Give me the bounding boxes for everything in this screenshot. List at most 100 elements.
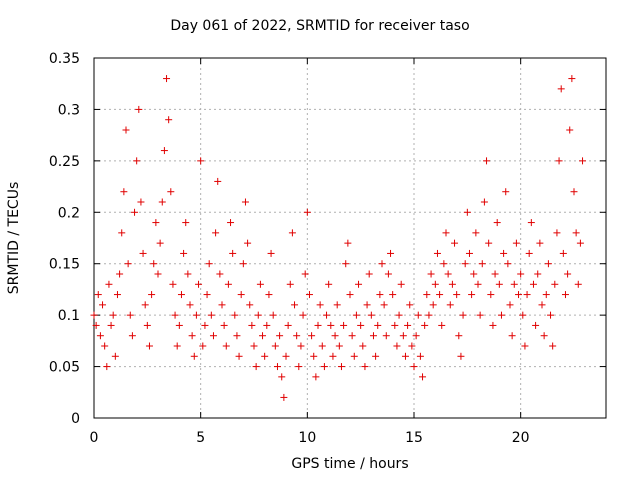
data-point bbox=[329, 352, 337, 360]
data-point bbox=[538, 301, 546, 309]
y-tick-label: 0.35 bbox=[49, 51, 80, 67]
data-point bbox=[348, 332, 356, 340]
data-point bbox=[568, 75, 576, 83]
data-point bbox=[105, 280, 113, 288]
y-tick-label: 0.15 bbox=[49, 257, 80, 273]
data-point bbox=[487, 291, 495, 299]
data-point bbox=[506, 301, 514, 309]
y-axis-label: SRMTID / TECUs bbox=[6, 181, 22, 295]
data-point bbox=[325, 280, 333, 288]
data-point bbox=[579, 157, 587, 165]
data-point bbox=[572, 229, 580, 237]
data-point bbox=[316, 301, 324, 309]
data-point bbox=[359, 342, 367, 350]
x-tick-label: 0 bbox=[90, 430, 99, 446]
data-point bbox=[461, 260, 469, 268]
data-point bbox=[365, 270, 373, 278]
data-point bbox=[280, 393, 288, 401]
data-point bbox=[451, 239, 459, 247]
data-point bbox=[148, 291, 156, 299]
data-point bbox=[544, 260, 552, 268]
data-point bbox=[235, 352, 243, 360]
data-point bbox=[438, 321, 446, 329]
data-point bbox=[382, 332, 390, 340]
y-tick-label: 0.25 bbox=[49, 154, 80, 170]
data-point bbox=[504, 260, 512, 268]
data-point bbox=[446, 301, 454, 309]
data-point bbox=[497, 311, 505, 319]
data-point bbox=[250, 342, 258, 350]
data-point bbox=[169, 280, 177, 288]
data-point bbox=[310, 352, 318, 360]
data-point bbox=[433, 249, 441, 257]
data-point bbox=[111, 352, 119, 360]
data-point bbox=[92, 321, 100, 329]
data-point bbox=[237, 291, 245, 299]
data-point bbox=[559, 249, 567, 257]
data-point bbox=[485, 239, 493, 247]
data-point bbox=[468, 291, 476, 299]
data-point bbox=[139, 249, 147, 257]
data-point bbox=[207, 311, 215, 319]
data-point bbox=[259, 332, 267, 340]
data-point bbox=[327, 321, 335, 329]
data-point bbox=[502, 188, 510, 196]
data-point bbox=[542, 291, 550, 299]
data-point bbox=[320, 363, 328, 371]
data-point bbox=[122, 126, 130, 134]
data-point bbox=[278, 373, 286, 381]
data-point bbox=[267, 249, 275, 257]
data-point bbox=[408, 342, 416, 350]
data-point bbox=[180, 249, 188, 257]
data-point bbox=[378, 260, 386, 268]
data-point bbox=[369, 332, 377, 340]
y-tick-label: 0.3 bbox=[58, 102, 80, 118]
data-point bbox=[553, 229, 561, 237]
x-tick-label: 10 bbox=[298, 430, 316, 446]
data-point bbox=[337, 363, 345, 371]
data-point bbox=[376, 291, 384, 299]
data-point bbox=[414, 311, 422, 319]
data-point bbox=[197, 157, 205, 165]
data-point bbox=[357, 321, 365, 329]
data-point bbox=[318, 342, 326, 350]
data-point bbox=[227, 219, 235, 227]
data-point bbox=[284, 321, 292, 329]
data-point bbox=[171, 311, 179, 319]
data-point bbox=[203, 291, 211, 299]
data-point bbox=[425, 311, 433, 319]
data-point bbox=[186, 301, 194, 309]
data-point bbox=[131, 208, 139, 216]
data-point bbox=[244, 239, 252, 247]
data-point bbox=[367, 311, 375, 319]
data-point bbox=[222, 342, 230, 350]
data-point bbox=[442, 229, 450, 237]
data-point bbox=[137, 198, 145, 206]
data-point bbox=[536, 239, 544, 247]
data-point bbox=[103, 363, 111, 371]
data-point bbox=[220, 321, 228, 329]
data-point bbox=[429, 301, 437, 309]
x-tick-label: 20 bbox=[512, 430, 530, 446]
data-point bbox=[421, 321, 429, 329]
data-point bbox=[107, 321, 115, 329]
data-point bbox=[177, 291, 185, 299]
data-point bbox=[239, 260, 247, 268]
data-point bbox=[491, 270, 499, 278]
data-point bbox=[478, 260, 486, 268]
x-tick-label: 15 bbox=[405, 430, 423, 446]
data-point bbox=[273, 363, 281, 371]
data-point bbox=[335, 342, 343, 350]
data-point bbox=[389, 291, 397, 299]
chart-title: Day 061 of 2022, SRMTID for receiver tas… bbox=[170, 18, 470, 34]
data-point bbox=[231, 311, 239, 319]
data-point bbox=[540, 332, 548, 340]
data-point bbox=[297, 342, 305, 350]
data-point bbox=[126, 311, 134, 319]
data-point bbox=[163, 75, 171, 83]
data-point bbox=[444, 270, 452, 278]
data-point bbox=[299, 311, 307, 319]
data-point bbox=[143, 321, 151, 329]
data-point bbox=[557, 85, 565, 93]
